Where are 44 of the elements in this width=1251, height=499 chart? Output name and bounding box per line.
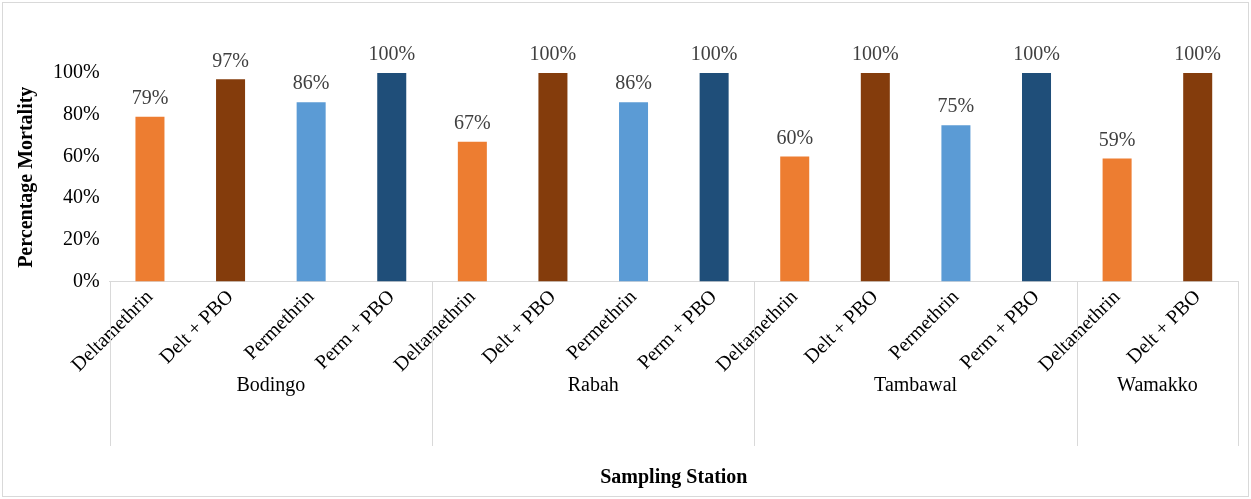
- x-tick-label: Delt + PBO: [1121, 284, 1205, 368]
- y-tick-label: 40%: [62, 185, 100, 208]
- y-tick-label: 20%: [62, 227, 100, 250]
- bar: [1183, 73, 1213, 282]
- y-tick-label: 100%: [52, 60, 100, 83]
- y-tick-label: 60%: [62, 143, 100, 166]
- x-tick-label: Delt + PBO: [799, 284, 882, 368]
- x-tick-label: Delt + PBO: [154, 284, 238, 368]
- bar: [1022, 73, 1052, 282]
- data-label: 100%: [690, 42, 738, 65]
- data-label: 60%: [776, 125, 814, 148]
- text: Wamakko: [1117, 373, 1198, 396]
- data-label: 100%: [1013, 42, 1060, 65]
- bar: [538, 73, 568, 282]
- bar: [860, 73, 890, 282]
- data-label: 67%: [454, 111, 491, 134]
- y-tick-label: 0%: [72, 268, 100, 291]
- bar: [1102, 158, 1132, 282]
- data-label: 75%: [937, 94, 975, 117]
- data-label: 86%: [292, 71, 330, 94]
- bar: [216, 79, 246, 282]
- bar: [457, 141, 487, 282]
- data-label: 100%: [851, 42, 899, 65]
- x-axis-title: Sampling Station: [600, 465, 748, 489]
- y-tick-label: 80%: [62, 101, 100, 124]
- y-axis-title: Percentage Mortality: [14, 86, 38, 268]
- bar: [699, 73, 729, 282]
- bar: [377, 73, 407, 282]
- bar: [135, 116, 165, 282]
- data-label: 79%: [131, 86, 169, 109]
- text: Bodingo: [236, 373, 306, 397]
- data-label: 97%: [212, 48, 249, 71]
- bar: [619, 102, 649, 282]
- data-label: 100%: [529, 42, 577, 65]
- text: Tambawal: [874, 373, 958, 396]
- data-label: 100%: [1174, 42, 1222, 65]
- data-label: 86%: [615, 71, 652, 94]
- bar: [296, 102, 326, 282]
- x-tick-label: Delt + PBO: [477, 284, 560, 368]
- text: Rabah: [567, 373, 619, 396]
- bar: [780, 156, 810, 282]
- data-label: 100%: [368, 42, 416, 65]
- bar: [941, 125, 971, 282]
- data-label: 59%: [1098, 127, 1136, 150]
